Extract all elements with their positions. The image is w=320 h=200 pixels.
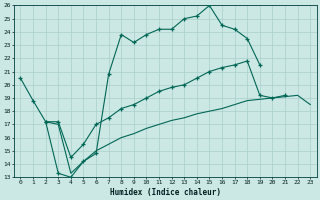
X-axis label: Humidex (Indice chaleur): Humidex (Indice chaleur) [110, 188, 221, 197]
